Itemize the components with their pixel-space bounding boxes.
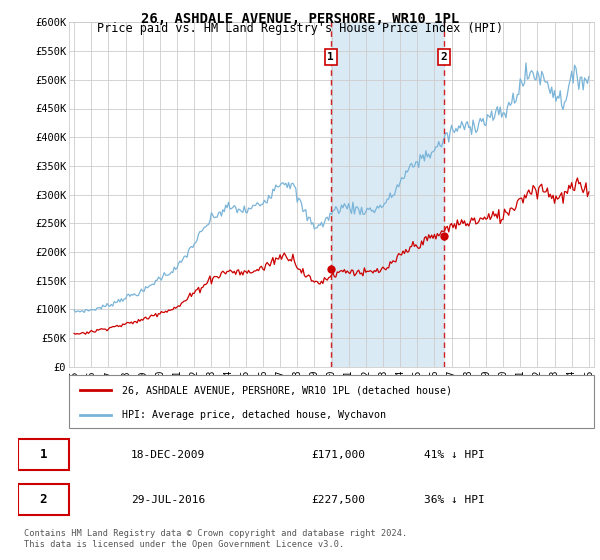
Text: 41% ↓ HPI: 41% ↓ HPI	[424, 450, 485, 460]
Text: 1: 1	[328, 52, 334, 62]
Text: Contains HM Land Registry data © Crown copyright and database right 2024.
This d: Contains HM Land Registry data © Crown c…	[24, 529, 407, 549]
FancyBboxPatch shape	[18, 440, 69, 470]
Text: £171,000: £171,000	[311, 450, 365, 460]
Text: 1: 1	[40, 449, 47, 461]
Text: 26, ASHDALE AVENUE, PERSHORE, WR10 1PL: 26, ASHDALE AVENUE, PERSHORE, WR10 1PL	[141, 12, 459, 26]
Text: 26, ASHDALE AVENUE, PERSHORE, WR10 1PL (detached house): 26, ASHDALE AVENUE, PERSHORE, WR10 1PL (…	[121, 385, 452, 395]
Text: HPI: Average price, detached house, Wychavon: HPI: Average price, detached house, Wych…	[121, 410, 386, 420]
Text: 29-JUL-2016: 29-JUL-2016	[131, 495, 205, 505]
Text: 2: 2	[441, 52, 448, 62]
Text: 36% ↓ HPI: 36% ↓ HPI	[424, 495, 485, 505]
Bar	[331, 22, 444, 367]
Text: £227,500: £227,500	[311, 495, 365, 505]
Text: 2: 2	[40, 493, 47, 506]
FancyBboxPatch shape	[18, 484, 69, 515]
FancyBboxPatch shape	[69, 375, 594, 428]
Text: Price paid vs. HM Land Registry's House Price Index (HPI): Price paid vs. HM Land Registry's House …	[97, 22, 503, 35]
Text: 18-DEC-2009: 18-DEC-2009	[131, 450, 205, 460]
